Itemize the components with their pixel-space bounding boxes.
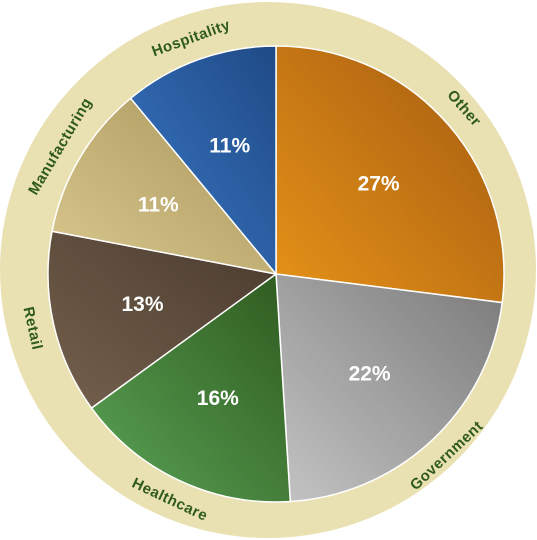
value-labels: 27% 22% 16% 13% 11% 11% <box>121 134 400 410</box>
value-label-retail: 13% <box>121 293 163 316</box>
slice-healthcare <box>90 272 292 503</box>
value-label-healthcare: 16% <box>197 387 239 410</box>
slice-manufacturing <box>51 97 278 276</box>
value-label-other: 27% <box>358 173 400 196</box>
value-label-government: 22% <box>349 363 391 386</box>
value-label-hospitality: 11% <box>209 134 250 157</box>
slice-government <box>275 273 504 503</box>
slice-retail <box>47 230 278 410</box>
pie-slices <box>47 45 505 503</box>
value-label-manufacturing: 11% <box>138 193 179 216</box>
slice-other <box>275 45 505 304</box>
slice-hospitality <box>129 45 277 277</box>
